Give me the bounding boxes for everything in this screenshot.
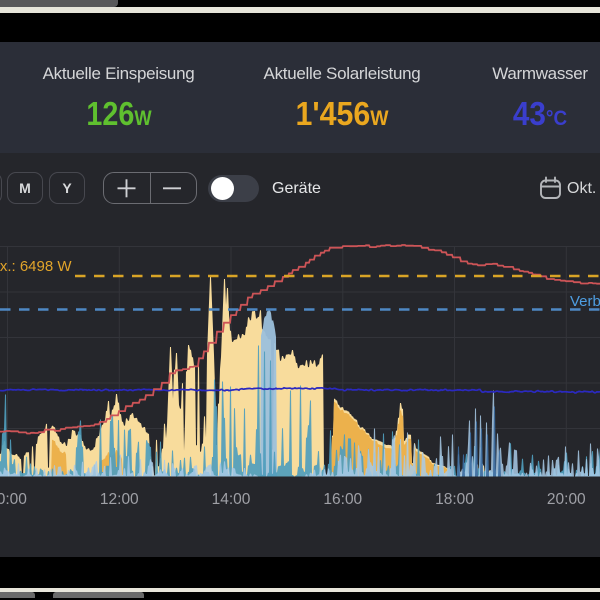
- svg-text:Max.: 6498 W: Max.: 6498 W: [0, 258, 72, 275]
- svg-text:20:00: 20:00: [547, 491, 586, 508]
- svg-text:12:00: 12:00: [100, 491, 139, 508]
- svg-text:14:00: 14:00: [212, 491, 251, 508]
- svg-text:Verbrauch: Verbrauch: [570, 293, 600, 310]
- svg-text:18:00: 18:00: [435, 491, 474, 508]
- svg-text:16:00: 16:00: [323, 491, 362, 508]
- svg-text:10:00: 10:00: [0, 491, 27, 508]
